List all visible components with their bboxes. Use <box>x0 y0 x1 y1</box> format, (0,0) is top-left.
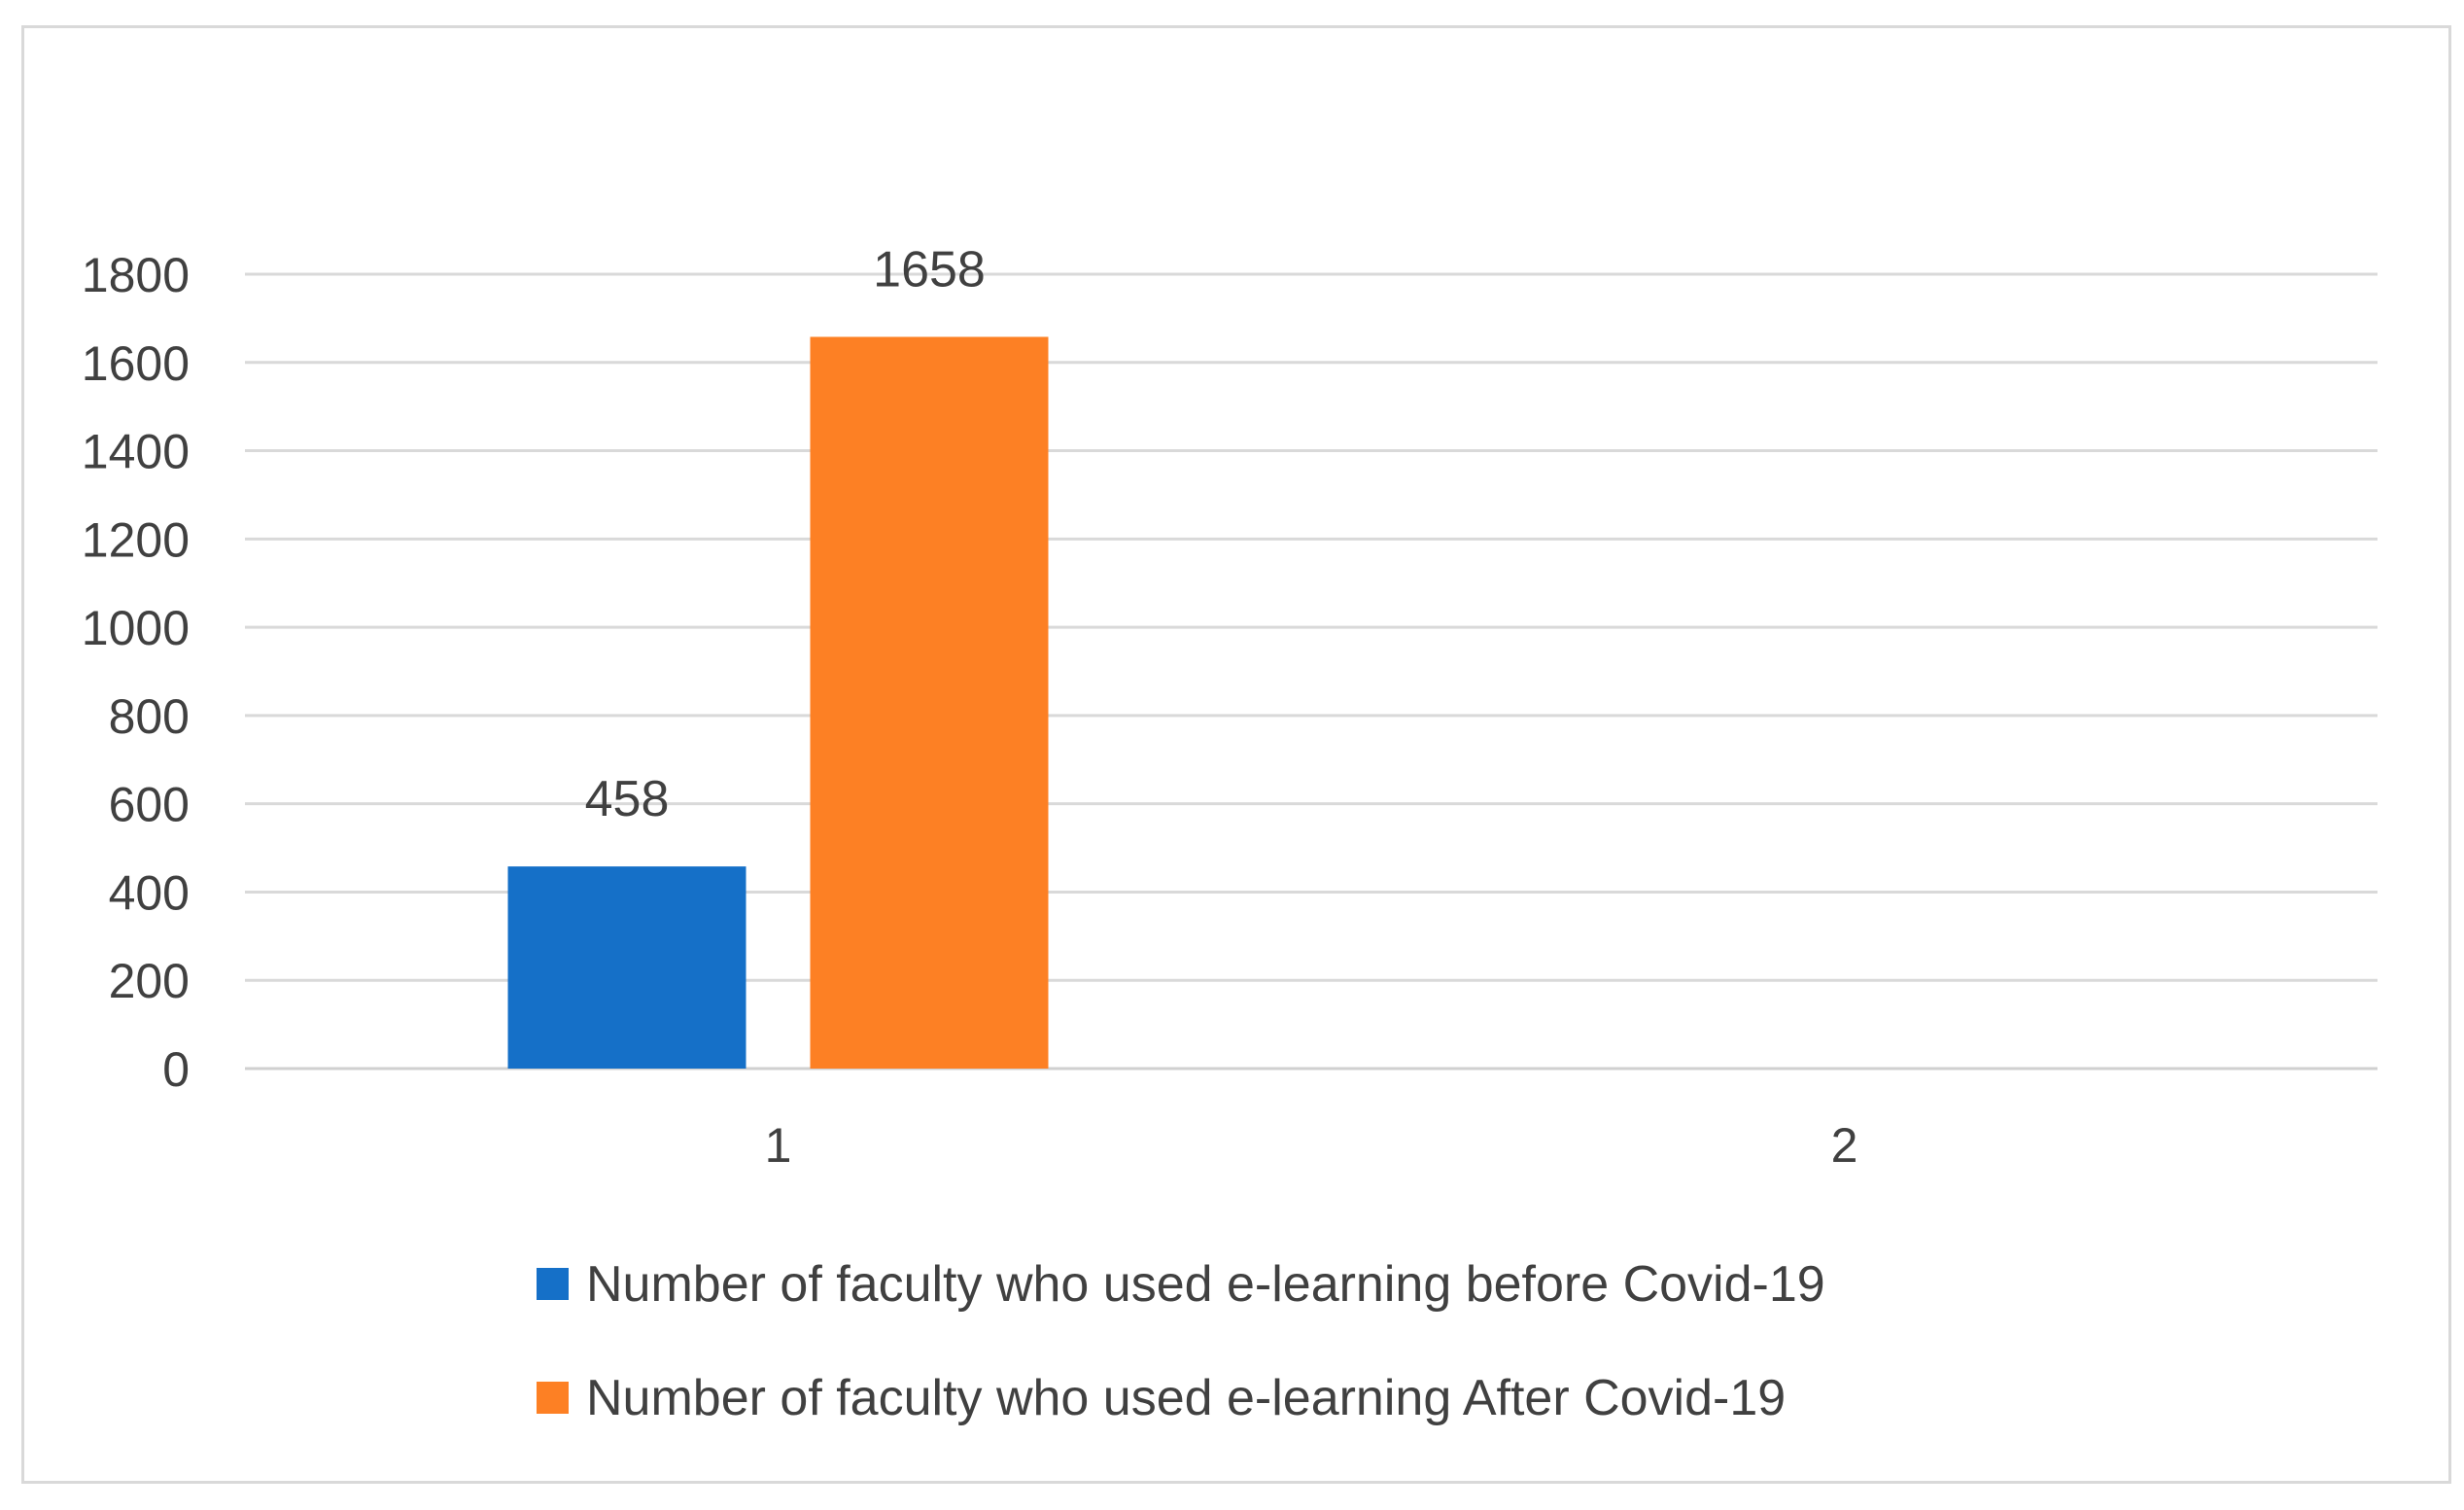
y-tick-label: 1600 <box>82 336 190 391</box>
legend-label: Number of faculty who used e-learning Af… <box>586 1370 1786 1426</box>
y-tick-label: 1400 <box>82 425 190 479</box>
legend: Number of faculty who used e-learning be… <box>537 1256 1825 1426</box>
data-labels: 458 1658 <box>585 241 986 827</box>
y-tick-label: 400 <box>109 865 190 920</box>
bar <box>810 336 1049 1069</box>
bars <box>507 336 1049 1069</box>
legend-swatch <box>537 1382 569 1414</box>
data-label: 458 <box>585 771 670 827</box>
x-tick-label: 1 <box>765 1118 792 1173</box>
y-tick-label: 600 <box>109 778 190 832</box>
legend-label: Number of faculty who used e-learning be… <box>586 1256 1825 1313</box>
y-axis-ticks: 0 200 400 600 800 1000 1200 1400 1600 1800 <box>82 248 190 1097</box>
y-tick-label: 1800 <box>82 248 190 302</box>
y-tick-label: 1200 <box>82 512 190 567</box>
y-tick-label: 0 <box>162 1042 190 1097</box>
legend-swatch <box>537 1268 569 1300</box>
y-tick-label: 1000 <box>82 601 190 655</box>
data-label: 1658 <box>873 241 986 298</box>
bar <box>507 866 746 1069</box>
x-tick-label: 2 <box>1831 1118 1858 1173</box>
chart-frame <box>21 25 2451 1484</box>
y-tick-label: 200 <box>109 954 190 1008</box>
y-tick-label: 800 <box>109 689 190 744</box>
